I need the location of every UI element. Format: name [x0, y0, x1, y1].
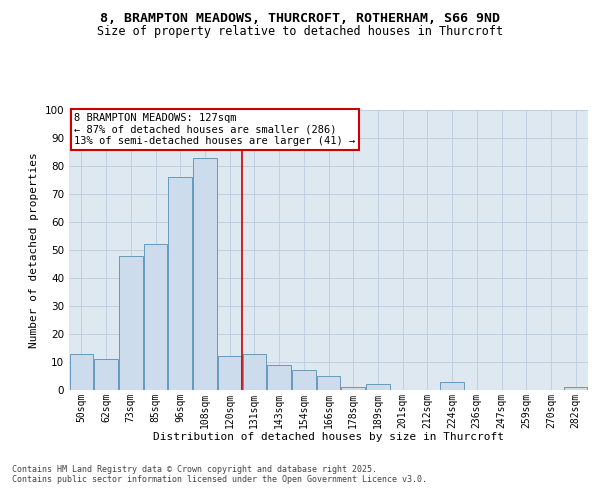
- Text: Contains HM Land Registry data © Crown copyright and database right 2025.
Contai: Contains HM Land Registry data © Crown c…: [12, 465, 427, 484]
- Bar: [292, 370, 316, 390]
- Bar: [119, 256, 143, 390]
- Bar: [242, 354, 266, 390]
- Bar: [317, 376, 340, 390]
- Bar: [564, 387, 587, 390]
- Bar: [94, 359, 118, 390]
- Bar: [268, 365, 291, 390]
- Text: 8 BRAMPTON MEADOWS: 127sqm
← 87% of detached houses are smaller (286)
13% of sem: 8 BRAMPTON MEADOWS: 127sqm ← 87% of deta…: [74, 113, 355, 146]
- Bar: [218, 356, 241, 390]
- Text: 8, BRAMPTON MEADOWS, THURCROFT, ROTHERHAM, S66 9ND: 8, BRAMPTON MEADOWS, THURCROFT, ROTHERHA…: [100, 12, 500, 26]
- Bar: [341, 387, 365, 390]
- Bar: [169, 177, 192, 390]
- Bar: [70, 354, 93, 390]
- Bar: [440, 382, 464, 390]
- Text: Distribution of detached houses by size in Thurcroft: Distribution of detached houses by size …: [154, 432, 504, 442]
- Bar: [144, 244, 167, 390]
- Bar: [366, 384, 389, 390]
- Y-axis label: Number of detached properties: Number of detached properties: [29, 152, 39, 348]
- Bar: [193, 158, 217, 390]
- Text: Size of property relative to detached houses in Thurcroft: Size of property relative to detached ho…: [97, 25, 503, 38]
